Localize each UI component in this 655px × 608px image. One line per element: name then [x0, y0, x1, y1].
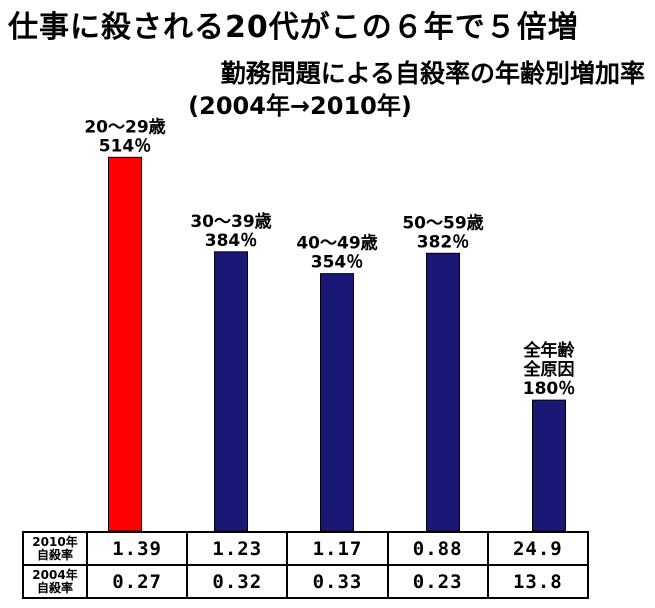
table-cell: 0.88 — [386, 531, 489, 566]
category-label: 30～39歳 — [190, 211, 271, 232]
data-table: 2010年 自殺率 1.39 1.23 1.17 0.88 24.9 2004年… — [22, 531, 590, 599]
row-header-2004: 2004年 自殺率 — [22, 564, 88, 599]
table-row-2004: 2004年 自殺率 0.27 0.32 0.33 0.23 13.8 — [22, 564, 590, 599]
row-header-year: 2004年 — [32, 567, 78, 582]
table-cell: 0.27 — [85, 564, 189, 599]
category-label: 50～59歳 — [402, 212, 483, 233]
category-label: 全原因 — [523, 359, 575, 380]
row-header-year: 2010年 — [32, 534, 78, 549]
bar — [320, 273, 354, 532]
table-row-2010: 2010年 自殺率 1.39 1.23 1.17 0.88 24.9 — [22, 531, 590, 566]
data-label: 382％ — [417, 232, 470, 252]
table-cell: 24.9 — [486, 531, 590, 566]
data-label: 180％ — [523, 379, 576, 399]
bar — [532, 399, 566, 532]
row-header-metric: 自殺率 — [36, 547, 73, 562]
table-cell: 1.39 — [85, 531, 189, 566]
row-header-2010: 2010年 自殺率 — [22, 531, 88, 566]
chart-period: (2004年→2010年) — [188, 92, 412, 120]
table-cell: 0.23 — [386, 564, 489, 599]
chart-title: 仕事に殺される20代がこの６年で５倍増 — [8, 10, 579, 45]
data-label: 354％ — [311, 253, 364, 273]
table-cell: 13.8 — [486, 564, 590, 599]
data-label: 514％ — [99, 136, 152, 156]
table-cell: 0.32 — [186, 564, 289, 599]
bar — [214, 251, 248, 532]
bar — [426, 252, 460, 532]
data-label: 384％ — [205, 231, 258, 251]
bar — [108, 156, 142, 532]
category-label: 全年齢 — [523, 340, 576, 361]
table-cell: 1.17 — [286, 531, 389, 566]
category-label: 40～49歳 — [296, 233, 377, 254]
table-cell: 1.23 — [186, 531, 289, 566]
row-header-metric: 自殺率 — [36, 580, 73, 595]
chart-subtitle: 勤務問題による自殺率の年齢別増加率 — [220, 59, 645, 88]
table-cell: 0.33 — [286, 564, 389, 599]
category-label: 20～29歳 — [84, 116, 165, 137]
